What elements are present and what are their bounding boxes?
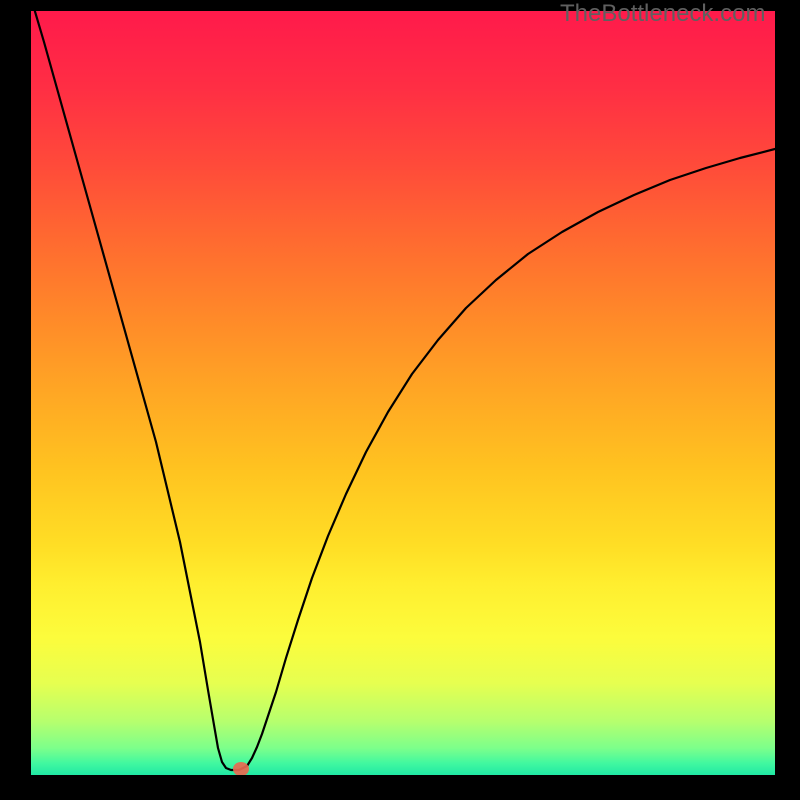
optimum-marker [233,762,249,775]
curve-layer [31,11,775,775]
watermark-text: TheBottleneck.com [560,0,765,28]
figure-container: TheBottleneck.com [0,0,800,800]
plot-area [31,11,775,775]
bottleneck-curve [31,11,775,770]
